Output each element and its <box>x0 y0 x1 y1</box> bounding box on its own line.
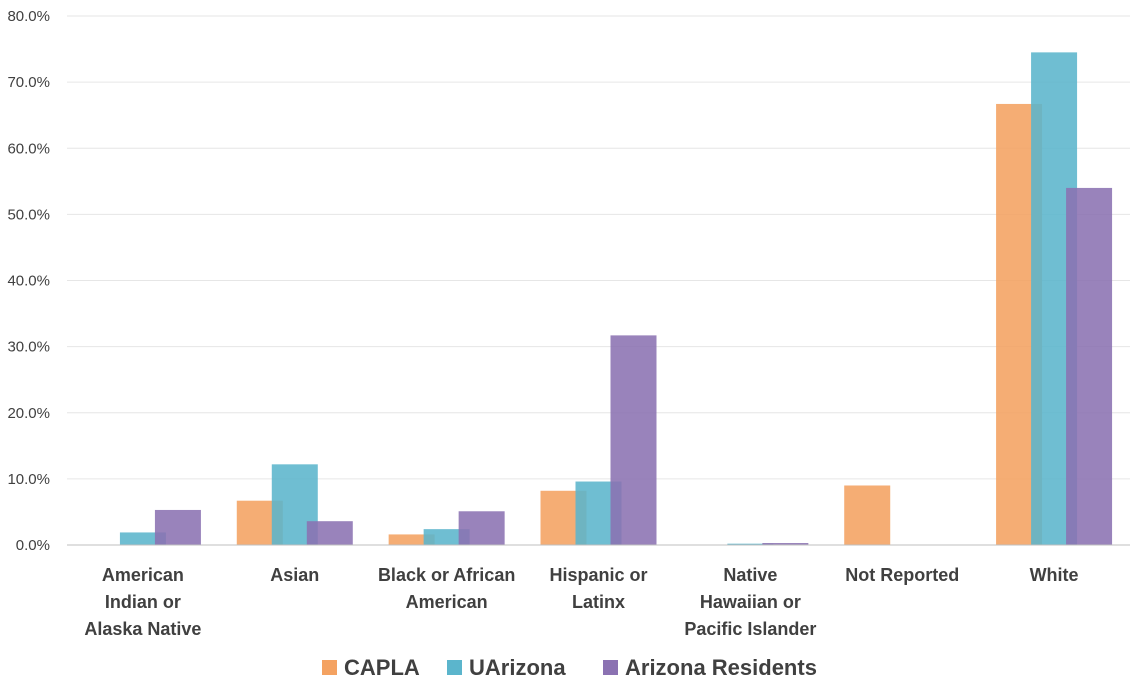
grid <box>67 15 1130 480</box>
y-tick-label: 40.0% <box>7 273 50 290</box>
bars <box>119 52 1113 546</box>
bar-arizona-residents <box>306 521 353 545</box>
legend: CAPLA UArizona Arizona Residents <box>322 655 817 680</box>
y-tick-label: 10.0% <box>7 471 50 488</box>
x-tick-label: Asian <box>270 565 319 585</box>
y-tick-label: 80.0% <box>7 8 50 25</box>
x-tick-label: American Indian or Alaska Native <box>84 565 201 639</box>
axes: 0.0% 10.0% 20.0% 30.0% 40.0% 50.0% 60.0% 70.0% 8… <box>7 8 1130 639</box>
legend-swatch <box>603 660 618 675</box>
bar-capla <box>388 534 435 545</box>
legend-label: CAPLA <box>344 655 420 680</box>
bar-arizona-residents <box>458 511 505 545</box>
y-tick-label: 60.0% <box>7 140 50 157</box>
bar-capla <box>844 485 891 545</box>
legend-item-capla: CAPLA <box>322 655 420 680</box>
y-tick-label: 50.0% <box>7 206 50 223</box>
x-tick-label: Black or African American <box>378 565 515 612</box>
legend-item-arizona-residents: Arizona Residents <box>603 655 817 680</box>
x-tick-label: Native Hawaiian or Pacific Islander <box>684 565 816 639</box>
bar-uarizona <box>119 532 166 545</box>
bar-arizona-residents <box>610 335 657 545</box>
legend-label: UArizona <box>469 655 566 680</box>
x-tick-label: Hispanic or Latinx <box>549 565 647 612</box>
bar-uarizona <box>727 543 774 545</box>
legend-swatch <box>447 660 462 675</box>
legend-label: Arizona Residents <box>625 655 817 680</box>
bar-arizona-residents <box>762 543 809 545</box>
legend-swatch <box>322 660 337 675</box>
bar-uarizona <box>423 529 470 545</box>
y-tick-label: 30.0% <box>7 339 50 356</box>
y-tick-label: 0.0% <box>16 537 50 554</box>
bar-arizona-residents <box>1066 187 1113 546</box>
y-tick-label: 20.0% <box>7 405 50 422</box>
x-tick-label: White <box>1030 565 1079 585</box>
x-tick-label: Not Reported <box>845 565 959 585</box>
legend-item-uarizona: UArizona <box>447 655 566 680</box>
y-tick-label: 70.0% <box>7 74 50 91</box>
bar-arizona-residents <box>154 509 201 545</box>
